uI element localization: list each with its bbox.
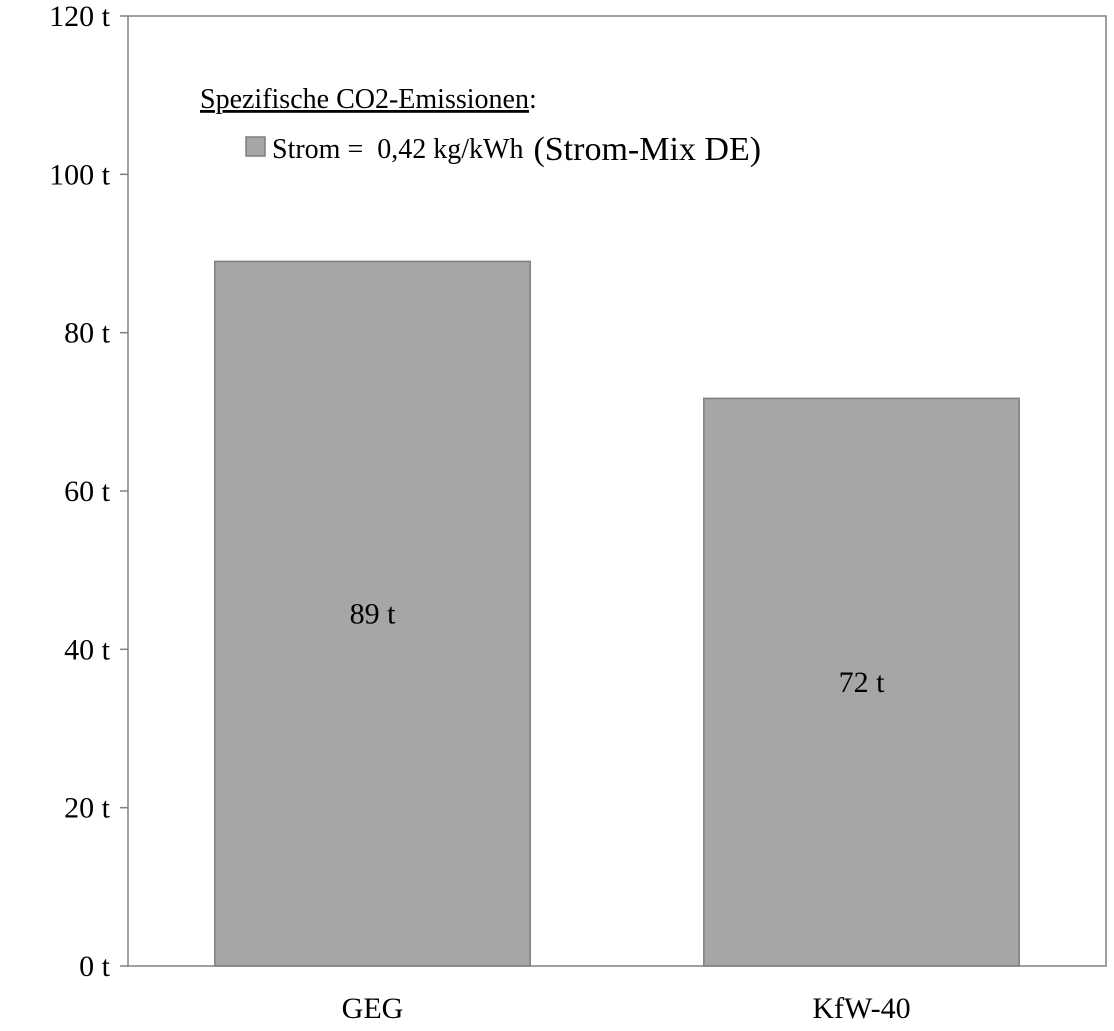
y-tick-label: 100 t — [49, 158, 111, 191]
y-tick-label: 40 t — [64, 633, 111, 666]
y-tick-label: 20 t — [64, 792, 111, 825]
legend-entry-label: Strom = 0,42 kg/kWh — [272, 134, 523, 165]
y-tick-label: 0 t — [79, 950, 111, 983]
y-tick-label: 120 t — [49, 0, 111, 33]
bars — [214, 260, 1020, 967]
y-tick-label: 80 t — [64, 317, 111, 350]
y-tick-label: 60 t — [64, 475, 111, 508]
bar-data-label: 72 t — [839, 666, 886, 699]
legend-title: Spezifische CO2-Emissionen — [200, 84, 529, 115]
bar-geg — [214, 260, 531, 967]
legend-title-colon: : — [529, 84, 537, 115]
legend-entry-note: (Strom-Mix DE) — [533, 131, 761, 168]
bar-data-label: 89 t — [350, 598, 397, 631]
legend: Spezifische CO2-Emissionen : Strom = 0,4… — [200, 84, 761, 168]
labels: GEG 89 t KfW-40 72 t — [342, 598, 911, 1025]
x-category-label: KfW-40 — [812, 992, 910, 1025]
bar-kfw-40 — [703, 397, 1020, 967]
x-category-label: GEG — [342, 992, 404, 1025]
legend-swatch — [245, 136, 266, 157]
axes: 0 t 20 t 40 t 60 t 80 t 100 t 120 t — [49, 0, 1107, 983]
